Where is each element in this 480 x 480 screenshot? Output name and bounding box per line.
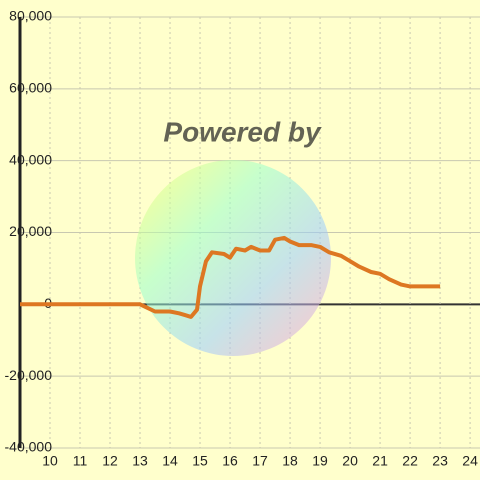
y-tick-label: 80,000 <box>9 8 52 24</box>
x-tick-label: 12 <box>102 453 118 469</box>
x-tick-label: 24 <box>462 453 478 469</box>
x-tick-label: 14 <box>162 453 178 469</box>
x-tick-label: 21 <box>372 453 388 469</box>
x-tick-label: 23 <box>432 453 448 469</box>
y-tick-label: 40,000 <box>9 151 52 167</box>
x-tick-label: 13 <box>132 453 148 469</box>
x-tick-label: 19 <box>312 453 328 469</box>
x-tick-label: 11 <box>73 453 88 469</box>
x-tick-label: 20 <box>342 453 358 469</box>
x-tick-label: 15 <box>192 453 208 469</box>
watermark: Powered by <box>163 116 322 147</box>
y-tick-label: 20,000 <box>9 223 52 239</box>
line-series <box>20 235 441 319</box>
watermark-circle <box>135 160 331 356</box>
x-tick-label: 18 <box>282 453 298 469</box>
x-tick-label: 16 <box>222 453 238 469</box>
x-tick-label: 22 <box>402 453 418 469</box>
y-tick-label: -40,000 <box>5 439 53 455</box>
x-tick-label: 10 <box>42 453 58 469</box>
y-tick-label: -20,000 <box>5 367 53 383</box>
x-tick-label: 17 <box>252 453 268 469</box>
y-tick-label: 60,000 <box>9 80 52 96</box>
